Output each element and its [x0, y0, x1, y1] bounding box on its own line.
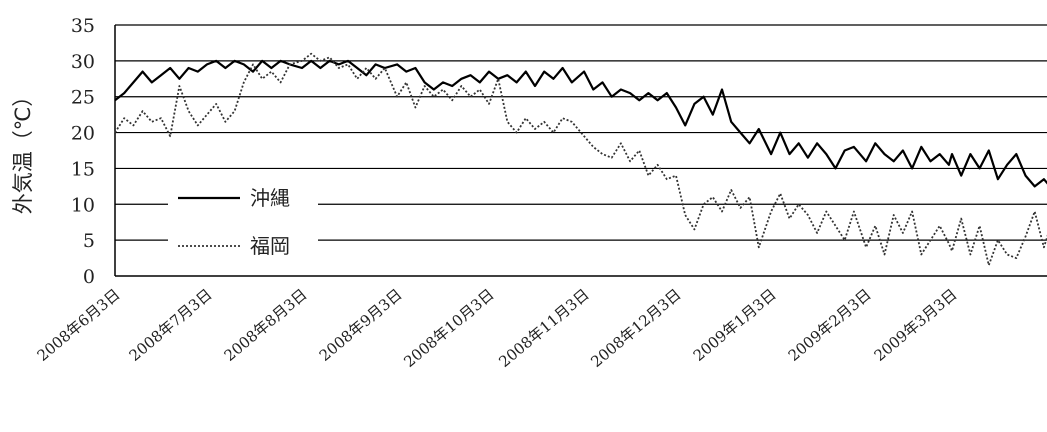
legend-label-fukuoka: 福岡 [250, 234, 290, 258]
y-tick-label: 15 [71, 158, 95, 180]
x-tick-label: 2008年8月3日 [221, 285, 311, 365]
x-tick-label: 2009年1月3日 [690, 285, 780, 365]
y-axis-label: 外気温（℃） [11, 86, 35, 215]
x-tick-label: 2008年7月3日 [126, 285, 216, 365]
y-tick-label: 35 [71, 15, 95, 37]
x-tick-label: 2008年10月3日 [400, 285, 497, 371]
y-tick-label: 30 [71, 51, 95, 73]
x-tick-labels: 2008年6月3日 2008年7月3日 2008年8月3日 2008年9月3日2008… [34, 285, 961, 371]
legend-label-okinawa: 沖縄 [250, 186, 290, 210]
x-tick-label: 2008年12月3日 [587, 285, 684, 371]
x-tick-label: 2008年9月3日 [316, 285, 406, 365]
y-tick-label: 5 [83, 230, 95, 252]
y-tick-labels: 0 5 10 15 20 25 30 35 [71, 15, 95, 288]
series-lines [114, 52, 1047, 267]
series-line-fukuoka [114, 52, 1047, 267]
y-tick-label: 20 [71, 123, 95, 145]
series-line-okinawa [114, 59, 1047, 188]
x-tick-label: 2008年6月3日 [34, 285, 124, 365]
y-tick-label: 10 [71, 194, 95, 216]
y-tick-label: 25 [71, 87, 95, 109]
legend-background [168, 178, 318, 268]
x-tick-label: 2009年3月3日 [871, 285, 961, 365]
x-tick-label: 2009年2月3日 [785, 285, 875, 365]
legend: 沖縄 福岡 [168, 178, 318, 268]
x-tick-label: 2008年11月3日 [495, 285, 592, 371]
y-tick-label: 0 [83, 266, 95, 288]
